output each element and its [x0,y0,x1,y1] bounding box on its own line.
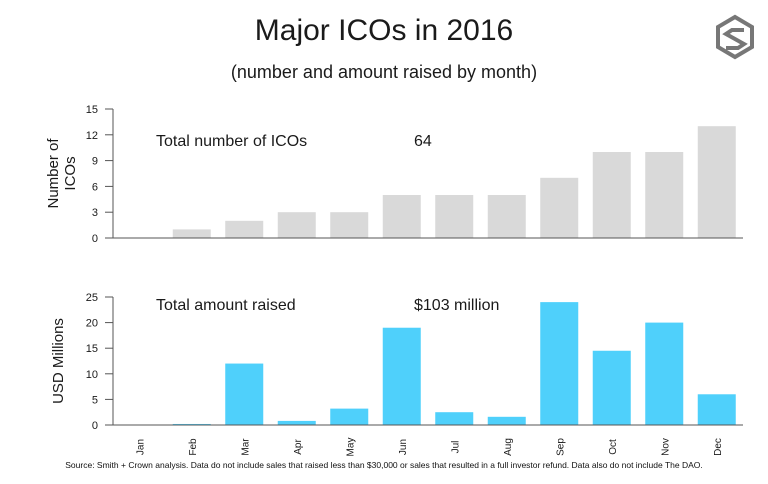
x-tick-label-jun: Jun [398,439,409,455]
amount-y-axis-title: USD Millions [50,318,67,404]
amount-bar-mar [225,363,264,425]
amount-bar-oct [592,350,631,425]
count-bar-apr [277,212,316,238]
x-tick-label-may: May [345,438,356,457]
amount-bar-may [330,408,369,425]
amount-bar-nov [645,322,684,425]
amount-y-tick-label: 25 [86,292,98,304]
count-total-value: 64 [414,133,432,150]
x-tick-label-nov: Nov [660,438,671,456]
amount-y-tick-label: 10 [86,369,98,381]
amount-bar-apr [277,420,316,425]
x-tick-label-feb: Feb [188,438,199,456]
amount-y-tick-label: 15 [86,343,98,355]
x-tick-label-mar: Mar [240,438,251,456]
amount-total-label: Total amount raised [156,297,296,314]
count-bar-oct [592,152,631,238]
amount-bar-aug [487,416,526,425]
count-y-tick-label: 9 [92,156,98,168]
amount-y-tick-label: 20 [86,318,98,330]
amount-bar-feb [172,423,211,425]
count-y-tick-label: 0 [92,233,98,245]
hexagon-s-logo-icon [716,14,754,60]
amount-bar-jul [435,412,474,425]
chart-subtitle: (number and amount raised by month) [230,62,538,82]
count-y-axis-title: Number ofICOs [45,138,79,209]
count-bar-jun [382,195,421,238]
x-tick-label-dec: Dec [713,438,724,456]
count-bar-dec [697,126,736,238]
amount-bar-dec [697,394,736,425]
count-bar-jul [435,195,474,238]
x-tick-label-sep: Sep [555,438,566,456]
count-bar-mar [225,220,264,238]
amount-bar-jun [382,327,421,425]
amount-y-tick-label: 5 [92,394,98,406]
x-tick-label-oct: Oct [608,439,619,455]
amount-y-tick-label: 0 [92,420,98,432]
chart-title: Major ICOs in 2016 [254,14,514,47]
count-y-axis-title-line: ICOs [62,156,79,190]
count-bar-sep [540,177,579,238]
x-tick-label-jul: Jul [450,441,461,454]
count-bar-may [330,212,369,238]
count-bar-nov [645,152,684,238]
count-y-tick-label: 3 [92,207,98,219]
amount-total-value: $103 million [414,297,499,314]
count-y-tick-label: 12 [86,130,98,142]
count-y-axis-title-line: Number of [45,138,62,209]
count-y-tick-label: 15 [86,104,98,116]
x-tick-label-apr: Apr [293,439,304,455]
count-y-tick-label: 6 [92,181,98,193]
x-tick-label-jan: Jan [135,439,146,455]
x-tick-label-aug: Aug [503,438,514,456]
count-total-label: Total number of ICOs [156,133,307,150]
count-bar-feb [172,229,211,238]
amount-bar-sep [540,302,579,425]
count-bar-aug [487,195,526,238]
source-note: Source: Smith + Crown analysis. Data do … [65,460,703,470]
